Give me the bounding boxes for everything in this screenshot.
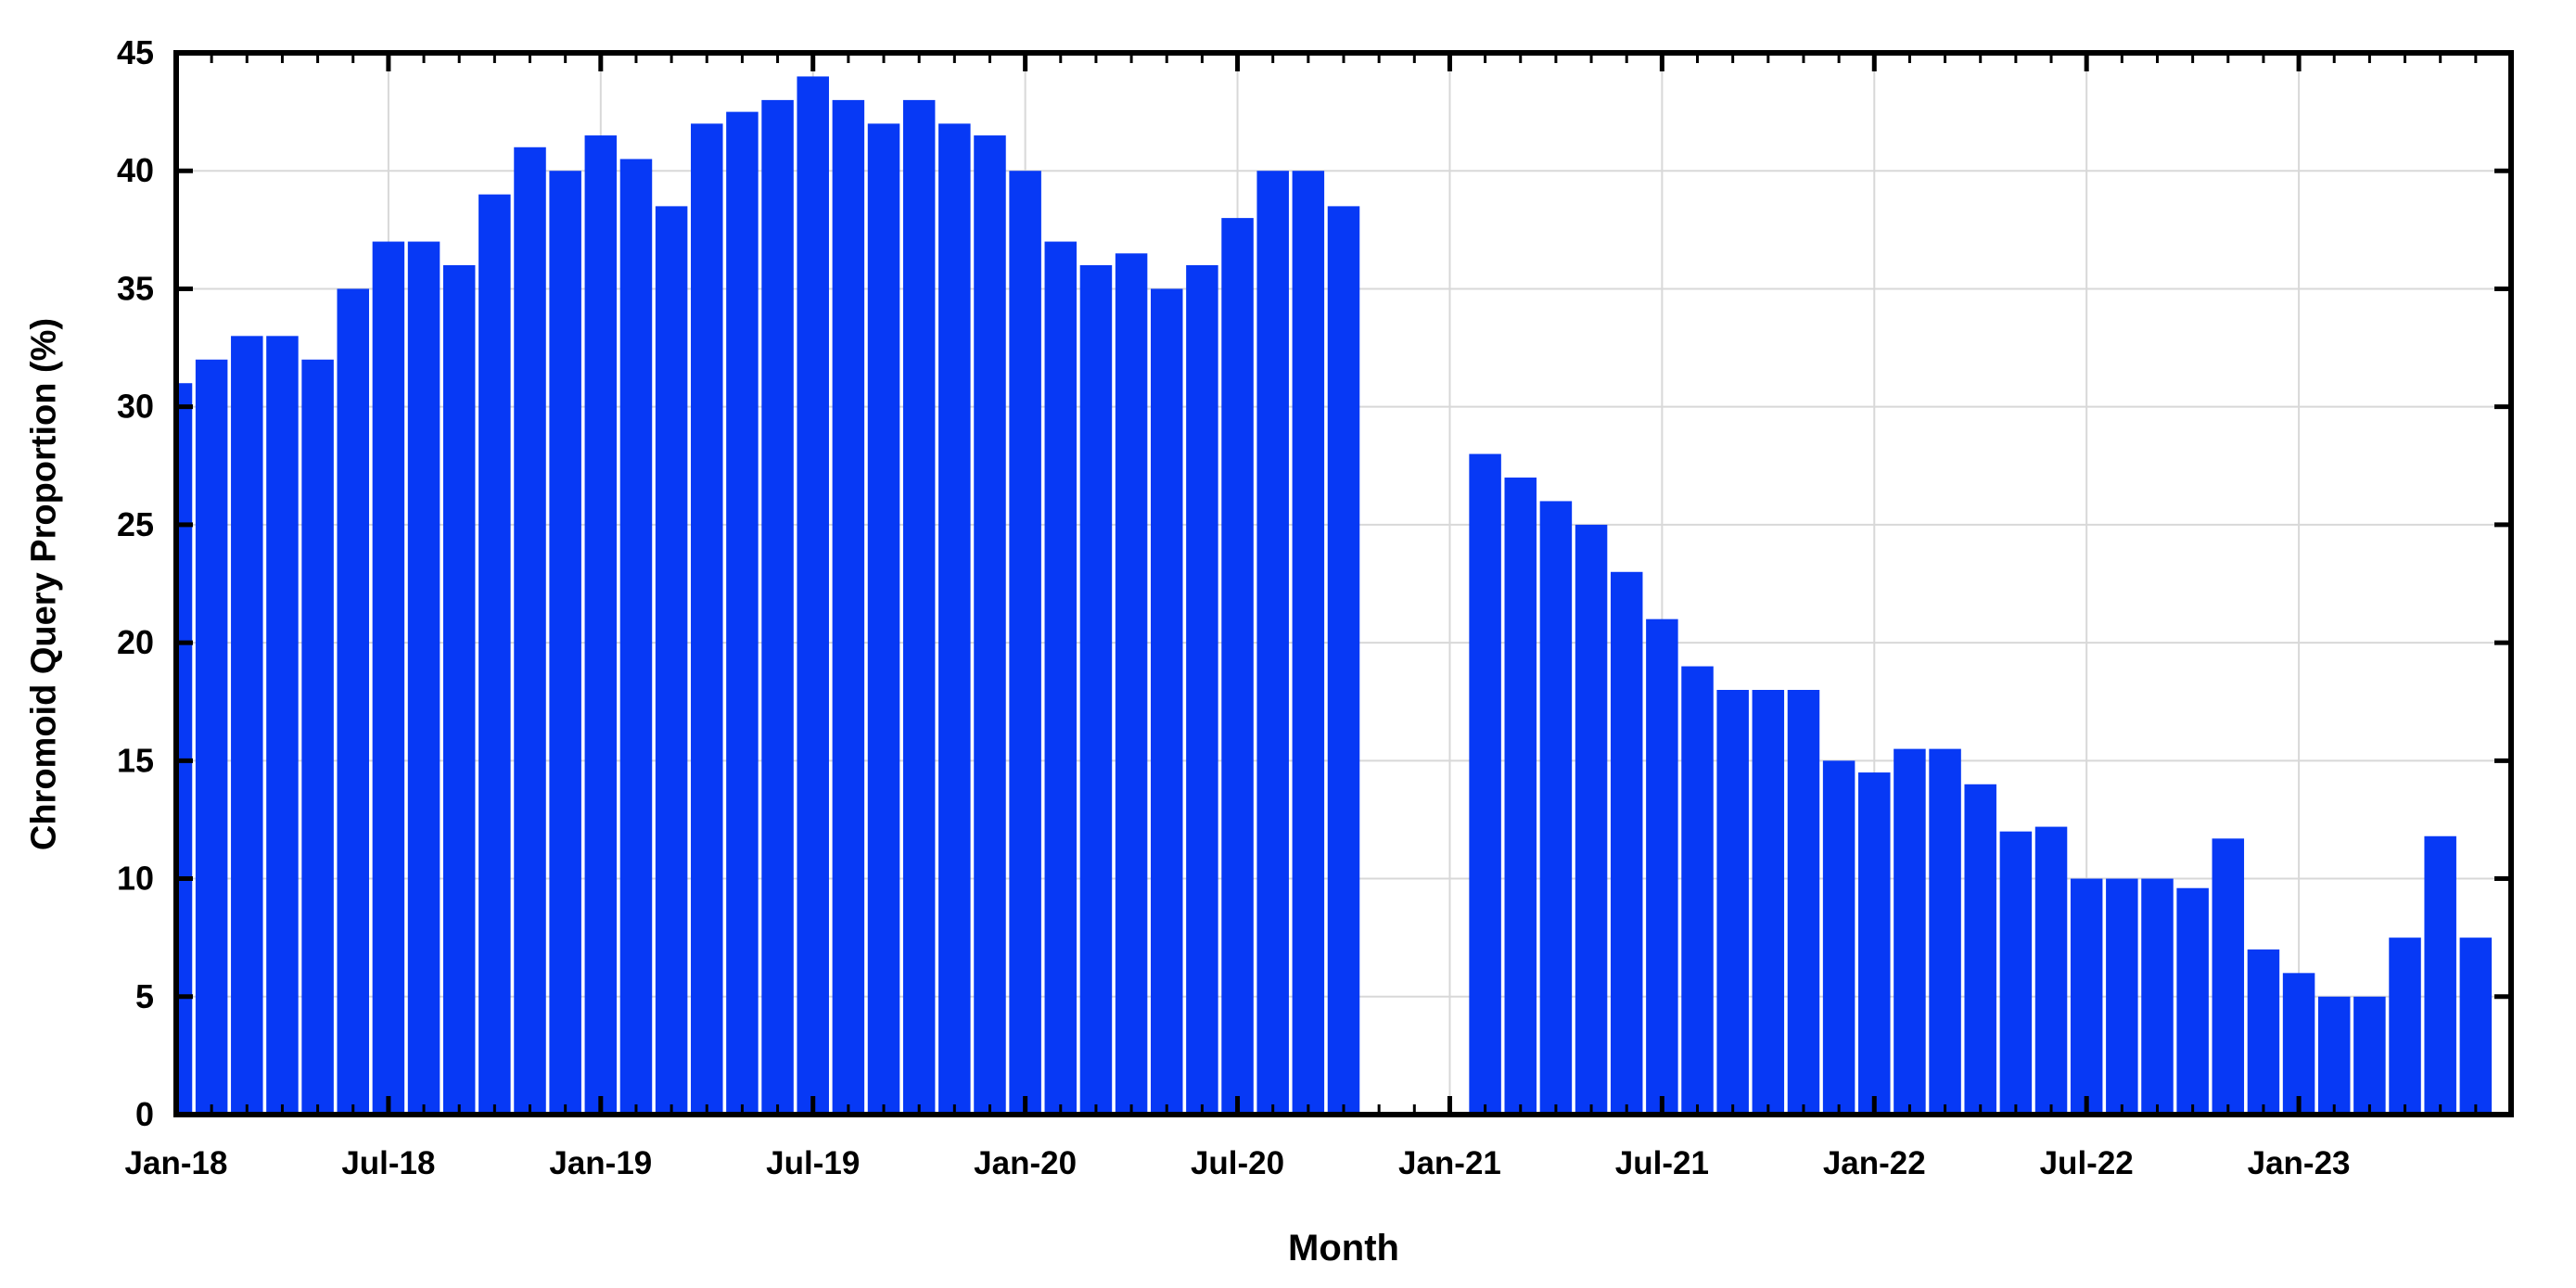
bar bbox=[2353, 996, 2386, 1115]
y-tick-label: 45 bbox=[117, 33, 154, 71]
x-tick-label: Jan-18 bbox=[125, 1145, 228, 1181]
x-axis-title: Month bbox=[1288, 1228, 1399, 1269]
bar bbox=[2070, 878, 2103, 1115]
bar bbox=[337, 288, 370, 1115]
bar bbox=[1752, 690, 1785, 1115]
bar bbox=[1256, 171, 1289, 1115]
bar bbox=[1575, 524, 1608, 1115]
bar bbox=[655, 206, 688, 1115]
bar bbox=[372, 241, 405, 1115]
bar bbox=[1681, 666, 1714, 1115]
bar bbox=[2212, 838, 2245, 1115]
y-tick-label: 20 bbox=[117, 623, 154, 661]
x-tick-label: Jan-23 bbox=[2248, 1145, 2351, 1181]
bar bbox=[867, 123, 900, 1115]
bar bbox=[974, 135, 1006, 1116]
x-tick-label: Jul-21 bbox=[1615, 1145, 1709, 1181]
bar bbox=[2424, 835, 2456, 1115]
bar bbox=[761, 99, 794, 1115]
bar bbox=[2317, 996, 2351, 1115]
x-tick-label: Jan-22 bbox=[1823, 1145, 1926, 1181]
bar bbox=[1787, 690, 1820, 1115]
bar bbox=[1646, 618, 1678, 1115]
y-tick-label: 25 bbox=[117, 505, 154, 543]
x-tick-label: Jan-21 bbox=[1398, 1145, 1501, 1181]
bar bbox=[1079, 265, 1113, 1115]
bar bbox=[1539, 501, 1573, 1115]
bar bbox=[832, 99, 865, 1115]
bar bbox=[195, 359, 228, 1115]
bar bbox=[1929, 748, 1961, 1115]
bar bbox=[1292, 171, 1325, 1115]
bar bbox=[176, 383, 193, 1115]
x-tick-label: Jan-20 bbox=[974, 1145, 1077, 1181]
bar bbox=[2034, 826, 2068, 1115]
x-tick-label: Jul-20 bbox=[1191, 1145, 1284, 1181]
bar bbox=[2459, 937, 2493, 1115]
bar bbox=[797, 76, 829, 1115]
bar bbox=[1327, 206, 1360, 1115]
bar bbox=[1822, 760, 1855, 1115]
y-tick-label: 10 bbox=[117, 860, 154, 898]
bar bbox=[1150, 288, 1183, 1115]
x-tick-label: Jul-18 bbox=[341, 1145, 435, 1181]
bar bbox=[1504, 478, 1537, 1115]
bar bbox=[1716, 690, 1749, 1115]
x-tick-label: Jan-19 bbox=[549, 1145, 652, 1181]
bar bbox=[619, 159, 653, 1115]
bar bbox=[2389, 937, 2421, 1115]
y-axis-title: Chromoid Query Proportion (%) bbox=[24, 317, 64, 851]
bar bbox=[1186, 265, 1218, 1115]
x-tick-label: Jul-19 bbox=[766, 1145, 860, 1181]
bar bbox=[1858, 772, 1891, 1115]
bar bbox=[691, 123, 723, 1115]
bar bbox=[549, 171, 581, 1115]
bar bbox=[902, 99, 936, 1115]
bar bbox=[1115, 253, 1148, 1115]
x-tick-label: Jul-22 bbox=[2040, 1145, 2134, 1181]
bar bbox=[1610, 571, 1643, 1115]
bar bbox=[1221, 218, 1254, 1116]
bar bbox=[938, 123, 971, 1115]
y-tick-label: 30 bbox=[117, 388, 154, 426]
bar bbox=[1469, 453, 1501, 1115]
bar bbox=[266, 336, 299, 1115]
bar bbox=[514, 147, 546, 1115]
bar bbox=[301, 359, 334, 1115]
bar bbox=[1894, 748, 1926, 1115]
y-tick-label: 15 bbox=[117, 741, 154, 779]
bar bbox=[1964, 784, 1996, 1115]
bar bbox=[2176, 887, 2209, 1115]
bar bbox=[726, 111, 759, 1116]
bar bbox=[442, 265, 476, 1115]
bar bbox=[2141, 878, 2174, 1115]
bar bbox=[1999, 831, 2033, 1115]
y-tick-label: 40 bbox=[117, 151, 154, 189]
bar bbox=[2282, 973, 2315, 1115]
y-tick-label: 0 bbox=[135, 1095, 154, 1133]
y-tick-label: 5 bbox=[135, 977, 154, 1015]
bar bbox=[2106, 878, 2138, 1115]
bar bbox=[407, 241, 440, 1115]
bar bbox=[2247, 949, 2280, 1115]
bar bbox=[478, 194, 511, 1115]
y-tick-label: 35 bbox=[117, 269, 154, 307]
bar bbox=[231, 336, 263, 1115]
bar bbox=[1044, 241, 1078, 1115]
bar bbox=[584, 135, 618, 1116]
bar bbox=[1009, 171, 1041, 1115]
